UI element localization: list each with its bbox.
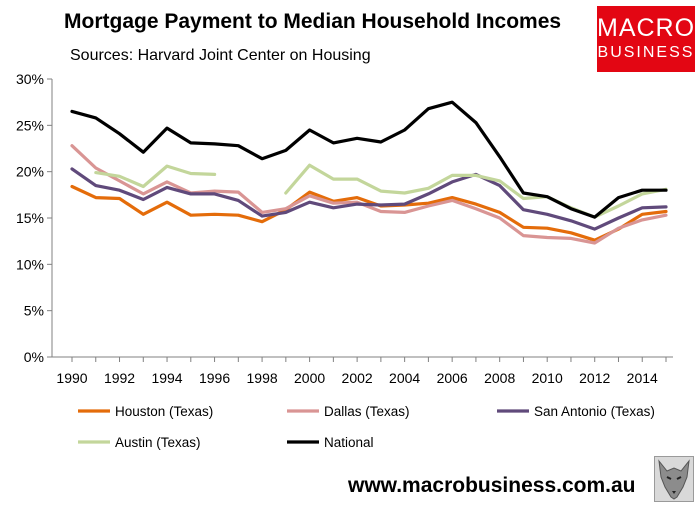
y-tick-label: 25%	[16, 117, 44, 133]
x-tick-label: 1990	[56, 370, 87, 386]
logo-line-1: MACRO	[597, 14, 696, 42]
legend-label: Houston (Texas)	[115, 404, 213, 419]
legend-label: National	[324, 435, 374, 450]
y-tick-label: 10%	[16, 256, 44, 272]
wolf-icon	[654, 456, 694, 502]
x-tick-label: 2004	[389, 370, 420, 386]
chart-subtitle: Sources: Harvard Joint Center on Housing	[70, 47, 371, 64]
y-tick-label: 15%	[16, 210, 44, 226]
legend-label: San Antonio (Texas)	[534, 404, 655, 419]
y-tick-label: 20%	[16, 164, 44, 180]
macrobusiness-logo: MACRO BUSINESS	[597, 6, 695, 72]
footer-url: www.macrobusiness.com.au	[348, 474, 636, 497]
y-tick-label: 30%	[16, 71, 44, 87]
series-line-3	[284, 163, 668, 219]
series-line-4	[70, 100, 668, 219]
series-line-0	[70, 184, 668, 242]
y-tick-label: 0%	[24, 349, 44, 365]
x-tick-label: 1996	[199, 370, 230, 386]
chart-title: Mortgage Payment to Median Household Inc…	[64, 10, 562, 33]
legend-label: Dallas (Texas)	[324, 404, 410, 419]
x-tick-label: 2014	[627, 370, 658, 386]
legend-label: Austin (Texas)	[115, 435, 201, 450]
series-line-1	[70, 144, 668, 245]
series-line-3	[94, 164, 217, 189]
x-tick-label: 2000	[294, 370, 325, 386]
x-tick-label: 2008	[484, 370, 515, 386]
y-tick-label: 5%	[24, 303, 44, 319]
x-tick-label: 2006	[437, 370, 468, 386]
x-tick-label: 2012	[579, 370, 610, 386]
series-line-2	[70, 167, 668, 231]
x-tick-label: 1992	[104, 370, 135, 386]
x-tick-label: 2002	[342, 370, 373, 386]
x-tick-label: 2010	[532, 370, 563, 386]
x-tick-label: 1994	[151, 370, 182, 386]
logo-line-2: BUSINESS	[597, 44, 695, 61]
x-tick-label: 1998	[247, 370, 278, 386]
